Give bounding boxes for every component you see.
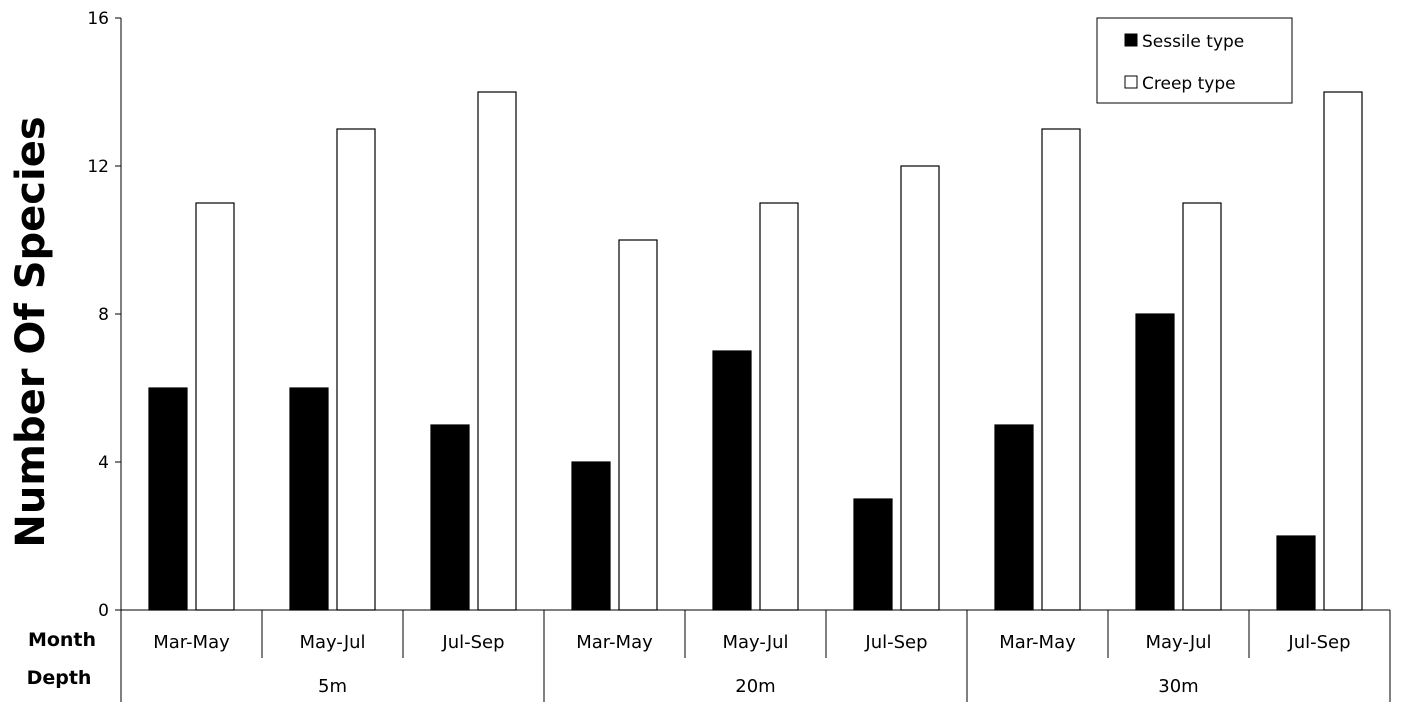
month-row-label: Month — [28, 629, 96, 651]
bars — [148, 91, 1363, 611]
legend-box — [1096, 17, 1293, 104]
bar-sessile — [148, 387, 188, 611]
y-axis-label: Number Of Species — [8, 116, 54, 547]
depth-row-label: Depth — [27, 667, 92, 689]
y-tick-label: 4 — [98, 453, 109, 473]
legend-swatch-creep — [1124, 75, 1138, 89]
bar-creep — [477, 91, 517, 611]
legend-label-creep: Creep type — [1142, 74, 1236, 94]
depth-label: 20m — [735, 676, 775, 697]
x-axis-labels: Mar-May May-Jul Jul-Sep Mar-May May-Jul Jul-S… — [153, 632, 1350, 697]
bar-sessile — [289, 387, 329, 611]
bar-creep — [759, 202, 799, 611]
month-label: May-Jul — [722, 632, 788, 653]
bar-sessile — [853, 498, 893, 611]
month-label: Mar-May — [153, 632, 230, 653]
y-tick-label: 0 — [98, 601, 109, 621]
month-label: Jul-Sep — [1287, 632, 1350, 653]
bar-creep — [900, 165, 940, 611]
bar-sessile — [571, 461, 611, 611]
bar-sessile — [712, 350, 752, 611]
bar-creep — [618, 239, 658, 611]
month-label: Mar-May — [999, 632, 1076, 653]
bar-creep — [1182, 202, 1222, 611]
bar-sessile — [994, 424, 1034, 611]
legend: Sessile type Creep type — [1096, 17, 1293, 104]
depth-label: 30m — [1158, 676, 1198, 697]
month-label: May-Jul — [1145, 632, 1211, 653]
bar-creep — [1041, 128, 1081, 611]
bar-creep — [195, 202, 235, 611]
bar-sessile — [1276, 535, 1316, 611]
depth-label: 5m — [318, 676, 347, 697]
month-label: Jul-Sep — [864, 632, 927, 653]
y-tick-label: 16 — [87, 9, 109, 29]
bar-creep — [1323, 91, 1363, 611]
bar-sessile — [430, 424, 470, 611]
legend-swatch-sessile — [1124, 33, 1138, 47]
bar-creep — [336, 128, 376, 611]
y-tick-label: 12 — [87, 157, 109, 177]
month-label: Jul-Sep — [441, 632, 504, 653]
legend-label-sessile: Sessile type — [1142, 32, 1244, 52]
month-label: Mar-May — [576, 632, 653, 653]
axes: 0 4 8 12 16 — [87, 9, 1391, 702]
y-tick-label: 8 — [98, 305, 109, 325]
bar-sessile — [1135, 313, 1175, 611]
month-label: May-Jul — [299, 632, 365, 653]
